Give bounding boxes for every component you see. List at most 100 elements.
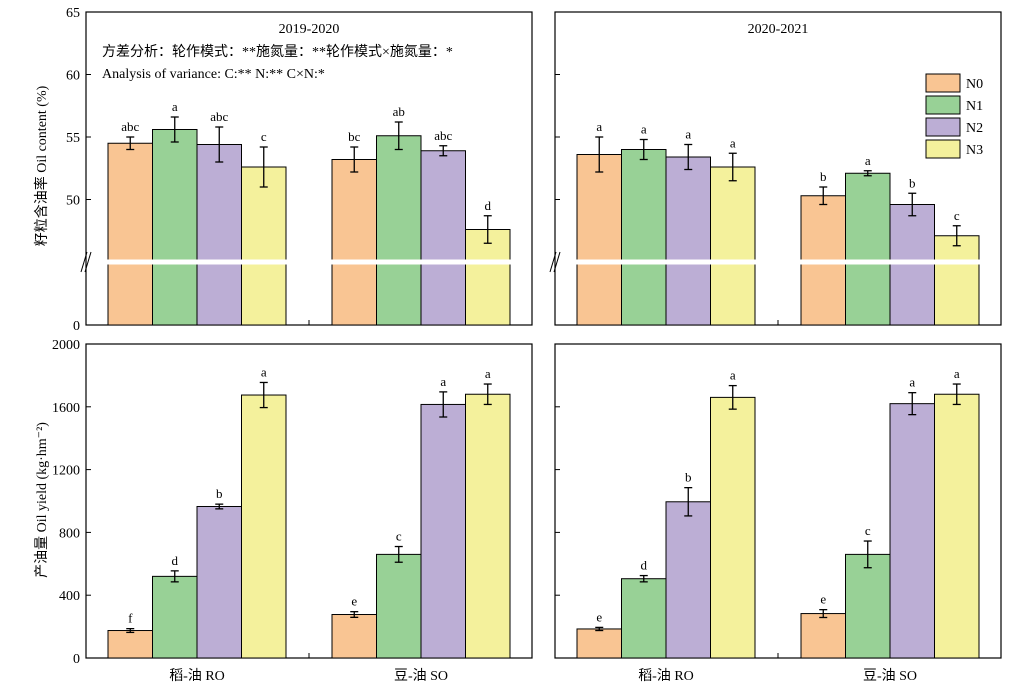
bar-p2-n2-c1 xyxy=(420,403,466,659)
sig-letter-p3-n1-c1: c xyxy=(865,523,871,538)
x-tick-label-so-right: 豆-油 SO xyxy=(863,668,917,684)
y-tick-label-0-65: 65 xyxy=(66,6,80,21)
bar-p3-n2-c0 xyxy=(665,501,711,659)
sig-letter-p0-n1-c1: ab xyxy=(393,104,405,119)
axis-break-slash-a-1 xyxy=(549,251,557,273)
bar-p3-n3-c0 xyxy=(710,396,756,659)
y-tick-label-0-0: 0 xyxy=(73,319,80,334)
y-tick-label-0-50: 50 xyxy=(66,194,80,209)
sig-letter-p0-n2-c0: abc xyxy=(210,109,228,124)
bar-p1-n3-c0 xyxy=(710,166,756,326)
bar-p0-n0-c1 xyxy=(331,159,377,326)
sig-letter-p0-n3-c0: c xyxy=(261,129,267,144)
sig-letter-p1-n0-c0: a xyxy=(596,119,602,134)
sig-letter-p0-n3-c1: d xyxy=(485,198,492,213)
sig-letter-p1-n3-c0: a xyxy=(730,135,736,150)
bar-p1-n2-c1 xyxy=(889,204,935,326)
bar-p0-n3-c1 xyxy=(465,229,511,326)
sig-letter-p1-n2-c1: b xyxy=(909,175,916,190)
bar-p3-n1-c0 xyxy=(621,578,667,659)
sig-letter-p2-n0-c1: e xyxy=(351,594,357,609)
y-tick-label-2-800: 800 xyxy=(59,526,80,541)
sig-letter-p3-n0-c1: e xyxy=(820,592,826,607)
sig-letter-p0-n1-c0: a xyxy=(172,99,178,114)
bar-p0-n2-c1 xyxy=(420,150,466,326)
x-tick-label-ro-right: 稻-油 RO xyxy=(638,668,694,684)
sig-letter-p1-n1-c0: a xyxy=(641,122,647,137)
bar-p0-n0-c0 xyxy=(107,142,153,326)
axis-break-band-1 xyxy=(556,259,1000,265)
sig-letter-p3-n1-c0: d xyxy=(641,558,648,573)
bar-p3-n2-c1 xyxy=(889,403,935,659)
axis-break-slash-a-0 xyxy=(80,251,88,273)
bar-p1-n1-c1 xyxy=(845,172,891,326)
bar-p0-n2-c0 xyxy=(196,144,242,326)
sig-letter-p3-n3-c1: a xyxy=(954,366,960,381)
anova-note-english: Analysis of variance: C:** N:** C×N:* xyxy=(102,67,325,82)
sig-letter-p1-n0-c1: b xyxy=(820,169,827,184)
bar-p2-n3-c0 xyxy=(241,394,287,659)
bar-p2-n1-c1 xyxy=(376,553,422,659)
bar-p1-n3-c1 xyxy=(934,235,980,326)
legend-swatch-n0 xyxy=(925,73,961,93)
sig-letter-p2-n3-c0: a xyxy=(261,364,267,379)
sig-letter-p3-n3-c0: a xyxy=(730,368,736,383)
sig-letter-p3-n2-c1: a xyxy=(909,375,915,390)
bar-p1-n1-c0 xyxy=(621,149,667,326)
y-axis-title-oil-yield: 产油量 Oil yield (kg·hm⁻²) xyxy=(34,422,50,578)
bar-p2-n3-c1 xyxy=(465,393,511,659)
legend-label-n3: N3 xyxy=(966,143,983,158)
legend-swatch-n3 xyxy=(925,139,961,159)
sig-letter-p0-n0-c0: abc xyxy=(121,119,139,134)
sig-letter-p2-n1-c0: d xyxy=(172,553,179,568)
legend: N0 N1 N2 N3 xyxy=(925,73,983,159)
y-tick-label-2-2000: 2000 xyxy=(52,338,80,353)
axis-break-slash-b-0 xyxy=(84,251,92,273)
legend-label-n1: N1 xyxy=(966,99,983,114)
sig-letter-p2-n2-c1: a xyxy=(440,374,446,389)
sig-letter-p1-n2-c0: a xyxy=(685,127,691,142)
sig-letter-p2-n2-c0: b xyxy=(216,486,223,501)
axis-break-band-0 xyxy=(87,259,531,265)
y-axis-title-oil-content: 籽粒含油率 Oil content (%) xyxy=(33,85,50,246)
sig-letter-p0-n2-c1: abc xyxy=(434,128,452,143)
sig-letter-p2-n0-c0: f xyxy=(128,611,133,626)
bar-p3-n3-c1 xyxy=(934,393,980,659)
x-tick-label-ro-left: 稻-油 RO xyxy=(169,668,225,684)
anova-note-chinese: 方差分析：轮作模式：**施氮量：**轮作模式×施氮量：* xyxy=(102,44,453,60)
y-tick-label-2-0: 0 xyxy=(73,652,80,667)
bar-p2-n0-c1 xyxy=(331,614,377,659)
bar-p2-n1-c0 xyxy=(152,575,198,659)
sig-letter-p3-n0-c0: e xyxy=(596,609,602,624)
bar-p3-n1-c1 xyxy=(845,553,891,659)
legend-swatch-n2 xyxy=(925,117,961,137)
sig-letter-p2-n3-c1: a xyxy=(485,366,491,381)
panel-title-left: 2019-2020 xyxy=(279,22,340,37)
sig-letter-p0-n0-c1: bc xyxy=(348,129,361,144)
y-tick-label-2-1600: 1600 xyxy=(52,401,80,416)
legend-label-n2: N2 xyxy=(966,121,983,136)
sig-letter-p1-n1-c1: a xyxy=(865,153,871,168)
panel-title-right: 2020-2021 xyxy=(748,22,809,37)
y-tick-label-0-55: 55 xyxy=(66,131,80,146)
sig-letter-p1-n3-c1: c xyxy=(954,208,960,223)
bar-p2-n2-c0 xyxy=(196,505,242,659)
bar-p3-n0-c1 xyxy=(800,613,846,659)
sig-letter-p3-n2-c0: b xyxy=(685,470,692,485)
bar-p3-n0-c0 xyxy=(576,628,622,659)
bar-p0-n3-c0 xyxy=(241,166,287,326)
y-tick-label-0-60: 60 xyxy=(66,69,80,84)
bar-p0-n1-c0 xyxy=(152,129,198,326)
axis-break-slash-b-1 xyxy=(553,251,561,273)
legend-swatch-n1 xyxy=(925,95,961,115)
y-tick-label-2-400: 400 xyxy=(59,589,80,604)
y-tick-label-2-1200: 1200 xyxy=(52,464,80,479)
x-tick-label-so-left: 豆-油 SO xyxy=(394,668,448,684)
legend-label-n0: N0 xyxy=(966,77,983,92)
bar-p1-n0-c0 xyxy=(576,154,622,326)
sig-letter-p2-n1-c1: c xyxy=(396,529,402,544)
bar-p0-n1-c1 xyxy=(376,135,422,326)
bar-p2-n0-c0 xyxy=(107,630,153,659)
